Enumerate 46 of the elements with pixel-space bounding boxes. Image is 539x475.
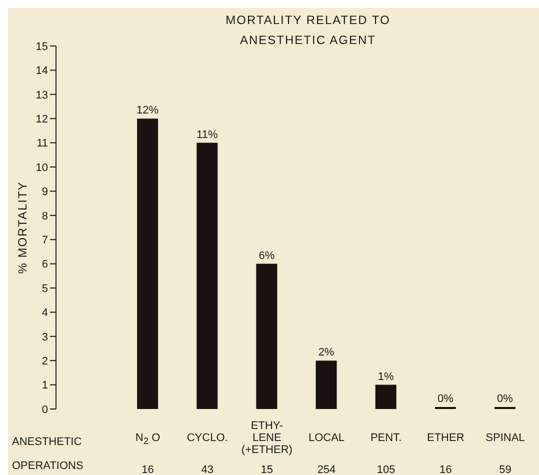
y-tick-label: 11 — [36, 138, 48, 150]
text: 16 — [142, 464, 154, 475]
data-label: 6% — [258, 250, 275, 262]
text: 254 — [317, 464, 336, 475]
data-label: 0% — [497, 393, 514, 405]
x-tick-label: ETHER — [427, 432, 464, 444]
text: 105 — [376, 464, 396, 475]
y-tick-label: 9 — [42, 186, 48, 198]
y-axis-title: % MORTALITY — [15, 181, 30, 274]
bar — [137, 118, 158, 409]
y-tick-label: 8 — [42, 210, 48, 222]
x-tick-label: ETHY- LENE (+ETHER) — [241, 420, 292, 456]
y-tick-label: 12 — [36, 114, 48, 126]
bar — [316, 360, 337, 409]
text: 16 — [440, 464, 452, 475]
text: 43 — [201, 464, 214, 475]
y-tick-label: 15 — [36, 40, 48, 53]
data-label: 11% — [196, 128, 218, 141]
bar — [375, 384, 396, 409]
x-tick-label: SPINAL — [486, 432, 525, 444]
y-tick-label: 7 — [42, 234, 48, 247]
text: 15 — [260, 464, 274, 475]
y-tick-label: 3 — [42, 331, 48, 344]
y-tick-label: 13 — [36, 89, 48, 102]
text: ANESTHETIC — [12, 436, 82, 448]
y-tick-label: 0 — [42, 404, 48, 416]
y-tick-label: 10 — [36, 162, 48, 174]
text: OPERATIONS — [12, 460, 84, 472]
y-tick-label: 5 — [42, 282, 48, 295]
y-tick-label: 2 — [42, 356, 48, 368]
y-tick-label: 14 — [36, 65, 48, 78]
x-tick-label: N$_{2}$ O — [135, 432, 161, 446]
data-label: 1% — [378, 370, 394, 383]
x-tick-label: PENT. — [370, 432, 402, 444]
data-label: 2% — [318, 346, 334, 359]
x-tick-label: CYCLO. — [186, 432, 228, 444]
y-tick-label: 4 — [42, 307, 48, 320]
data-label: 12% — [136, 104, 159, 117]
y-tick-label: 6 — [42, 258, 48, 271]
bar — [196, 142, 218, 409]
x-tick-label: LOCAL — [308, 432, 345, 444]
data-label: 0% — [437, 393, 454, 405]
chart-title: MORTALITY RELATED TO ANESTHETIC AGENT — [224, 12, 392, 49]
text: 59 — [499, 464, 512, 475]
bar — [256, 264, 278, 409]
y-tick-label: 1 — [42, 380, 48, 392]
